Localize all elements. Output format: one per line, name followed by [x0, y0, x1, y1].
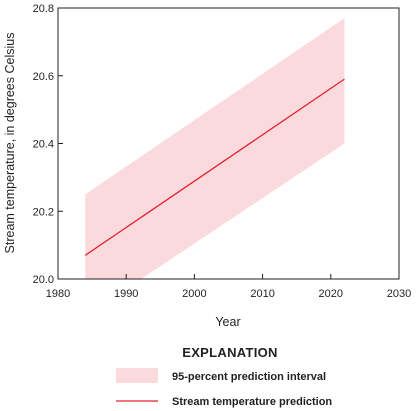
y-tick-label: 20.6: [33, 71, 54, 83]
y-axis: 20.0 20.2 20.4 20.6 20.8: [33, 3, 63, 286]
y-tick-label: 20.4: [33, 139, 54, 151]
legend-title: EXPLANATION: [182, 345, 278, 360]
legend-swatch-interval: [116, 368, 158, 383]
y-axis-title: Stream temperature, in degrees Celsius: [3, 33, 17, 254]
x-tick-label: 2020: [319, 288, 343, 300]
x-tick-label: 1980: [46, 288, 70, 300]
x-tick-label: 2010: [250, 288, 274, 300]
legend: EXPLANATION 95-percent prediction interv…: [116, 345, 332, 408]
y-tick-label: 20.2: [33, 206, 54, 218]
legend-label-interval: 95-percent prediction interval: [172, 371, 326, 383]
plot-area: [84, 18, 345, 279]
x-tick-label: 1990: [114, 288, 138, 300]
x-axis: 1980 1990 2000 2010 2020 2030: [46, 274, 411, 300]
y-tick-label: 20.0: [33, 274, 54, 286]
prediction-line: [84, 78, 345, 256]
x-tick-label: 2030: [387, 288, 411, 300]
y-tick-label: 20.8: [33, 3, 54, 15]
x-axis-title: Year: [215, 315, 240, 329]
prediction-interval-band: [85, 18, 345, 279]
x-tick-label: 2000: [182, 288, 206, 300]
legend-label-prediction: Stream temperature prediction: [172, 396, 332, 408]
